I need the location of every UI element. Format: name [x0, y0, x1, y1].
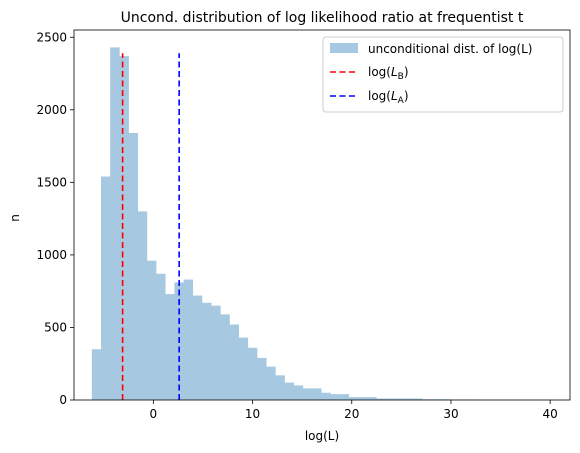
histogram-bar — [101, 176, 111, 400]
plot-frame — [73, 29, 571, 401]
histogram-bar — [367, 397, 377, 400]
x-axis-ticks: 0 10 20 30 40 — [150, 400, 558, 421]
histogram-bar — [110, 47, 120, 400]
y-tick-label: 0 — [59, 393, 67, 407]
histogram-bar — [339, 394, 350, 400]
histogram-bar — [247, 347, 258, 400]
histogram-bar — [128, 133, 139, 401]
histogram-bar — [312, 388, 322, 400]
histogram-bar — [275, 375, 285, 400]
histogram-bar — [394, 398, 405, 400]
histogram-bar — [302, 388, 313, 400]
histogram-bar — [357, 397, 368, 400]
legend-swatch — [330, 43, 358, 53]
histogram-bar — [220, 314, 230, 400]
y-tick-label: 500 — [44, 320, 67, 334]
chart-title: Uncond. distribution of log likelihood r… — [121, 10, 524, 26]
y-tick-label: 1000 — [36, 248, 67, 262]
reference-lines — [121, 53, 180, 400]
histogram-bar — [165, 294, 175, 400]
histogram-bar — [229, 324, 239, 400]
histogram-bar — [211, 305, 221, 400]
histogram-bar — [348, 397, 359, 400]
x-tick-label: 10 — [245, 407, 260, 421]
histogram-bar — [192, 295, 203, 400]
histogram-bar — [413, 398, 423, 400]
histogram-bar — [156, 273, 166, 400]
histogram-bar — [183, 279, 194, 400]
legend-label: unconditional dist. of log(L) — [368, 42, 532, 56]
histogram-bar — [146, 260, 157, 400]
histogram-bar — [201, 302, 212, 400]
x-tick-label: 20 — [344, 407, 359, 421]
histogram-bar — [119, 56, 129, 400]
histogram-bar — [403, 398, 414, 400]
histogram-bar — [330, 394, 340, 400]
y-tick-label: 2000 — [36, 103, 67, 117]
histogram-bar — [137, 211, 148, 400]
histogram-bar — [293, 385, 304, 400]
y-axis-ticks: 0 500 1000 1500 2000 2500 — [36, 30, 74, 407]
legend: unconditional dist. of log(L) log(LB) log(… — [322, 36, 564, 113]
y-tick-label: 2500 — [36, 30, 67, 44]
histogram-bar — [91, 349, 102, 400]
y-tick-label: 1500 — [36, 175, 67, 189]
legend-label: log(LA) — [368, 89, 409, 106]
x-axis-label: log(L) — [305, 429, 339, 443]
histogram-bar — [257, 357, 267, 400]
legend-box — [322, 36, 564, 113]
histogram-bar — [376, 398, 386, 400]
x-tick-label: 30 — [443, 407, 458, 421]
histogram-bar — [321, 392, 331, 400]
y-axis-label: n — [8, 214, 22, 222]
x-tick-label: 40 — [543, 407, 558, 421]
histogram-bar — [238, 337, 249, 400]
x-tick-label: 0 — [150, 407, 158, 421]
legend-label: log(LB) — [368, 65, 409, 82]
histogram-bar — [284, 382, 295, 400]
histogram-bar — [266, 366, 276, 400]
histogram-bar — [385, 398, 395, 400]
